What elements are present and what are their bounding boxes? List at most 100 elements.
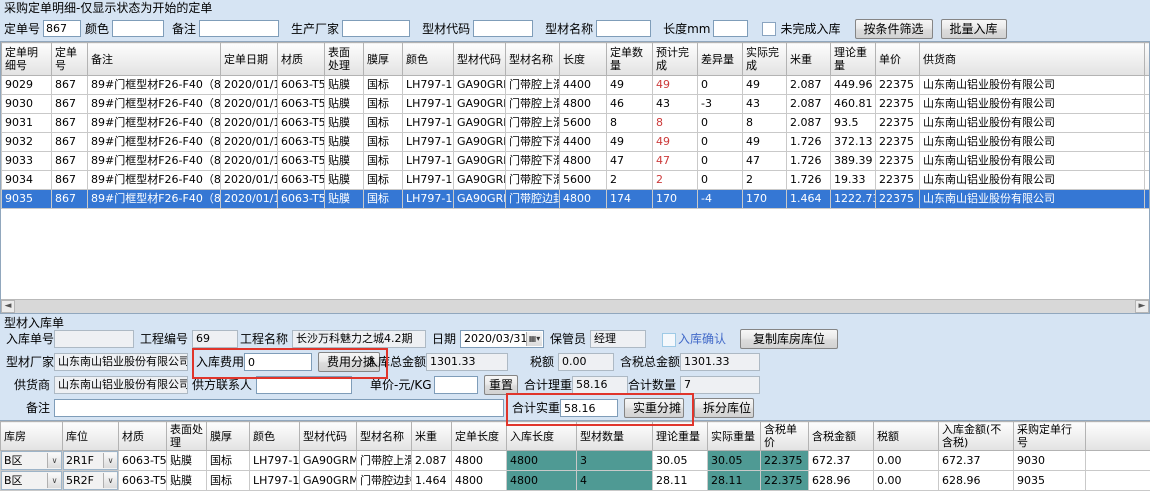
order-cell: 174 [606,189,653,209]
order-row[interactable]: 903186789#门框型材F26-F40（866+867）2020/01/13… [1,113,1149,133]
scroll-left-button[interactable]: ◄ [1,300,15,313]
inbound-row[interactable]: B区∨5R2F∨6063-T5贴膜国标LH797-1LL0GA90GRM05门带… [0,470,1150,491]
column-header[interactable]: 定单日期 [220,42,278,76]
column-header[interactable]: 材质 [118,421,167,451]
column-header[interactable]: 含税金额 [808,421,874,451]
inbound-cell: 30.05 [707,450,761,471]
order-row[interactable]: 903086789#门框型材F26-F40（866+867）2020/01/13… [1,94,1149,114]
fee-allocate-button[interactable]: 费用分摊 [318,352,380,372]
order-cell: 170 [742,189,787,209]
inbound-cell: 3 [576,450,653,471]
column-header[interactable]: 库房 [0,421,63,451]
order-cell: 2020/01/13 [220,170,278,190]
horizontal-scrollbar[interactable]: ◄ ► [1,299,1149,313]
column-header[interactable]: 定单数量 [606,42,653,76]
column-header[interactable]: 预计完成 [652,42,698,76]
actual-weight-allocate-button[interactable]: 实重分摊 [624,398,684,418]
column-header[interactable]: 型材代码 [299,421,357,451]
column-header[interactable]: 备注 [87,42,221,76]
column-header[interactable]: 表面处理 [166,421,207,451]
column-header[interactable]: 膜厚 [363,42,403,76]
column-header[interactable]: 米重 [786,42,831,76]
fee-input[interactable] [244,353,312,371]
column-header[interactable]: 入库金额(不含税) [938,421,1014,451]
column-header[interactable]: 表面处理 [324,42,364,76]
column-header[interactable]: 单价 [875,42,920,76]
order-row[interactable]: 903486789#门框型材F26-F40（866+867）2020/01/13… [1,170,1149,190]
split-location-button[interactable]: 拆分库位 [694,398,754,418]
combobox-dropdown-arrow-icon[interactable]: ∨ [47,453,61,468]
column-header[interactable]: 米重 [411,421,452,451]
color-input[interactable] [112,20,165,37]
column-header[interactable]: 型材代码 [453,42,506,76]
remark-input[interactable] [199,20,280,37]
total-actual-input[interactable] [560,399,618,417]
column-header[interactable]: 型材名称 [356,421,412,451]
order-row[interactable]: 903286789#门框型材F26-F40（866+867）2020/01/13… [1,132,1149,152]
column-header[interactable] [1144,42,1149,76]
column-header[interactable]: 实际完成 [742,42,787,76]
copy-warehouse-button[interactable]: 复制库房库位 [740,329,838,349]
column-header[interactable]: 定单明细号 [1,42,52,76]
column-header[interactable]: 库位 [62,421,119,451]
order-cell: 1.726 [786,170,831,190]
column-header[interactable] [1085,421,1150,451]
combobox-dropdown-arrow-icon[interactable]: ∨ [103,453,117,468]
inbound-row[interactable]: B区∨2R1F∨6063-T5贴膜国标LH797-1LL0GA90GRM03门带… [0,450,1150,471]
date-picker[interactable]: 2020/03/31 ▦▾ [460,330,544,348]
column-header[interactable]: 实际重量 [707,421,761,451]
order-cell: 国标 [363,132,403,152]
profile-code-input[interactable] [473,20,534,37]
column-header[interactable]: 材质 [277,42,325,76]
inbound-cell: 门带腔上滑 [356,450,412,471]
column-header[interactable]: 采购定单行号 [1013,421,1086,451]
combobox-dropdown-arrow-icon[interactable]: ∨ [47,473,61,488]
location-combobox[interactable]: 5R2F ∨ [63,471,118,490]
column-header[interactable]: 税额 [873,421,939,451]
maker-input[interactable] [342,20,411,37]
calendar-dropdown-icon[interactable]: ▦▾ [526,332,542,346]
filter-by-condition-button[interactable]: 按条件筛选 [854,18,933,39]
scroll-right-button[interactable]: ► [1135,300,1149,313]
inbound-cell: 4800 [451,470,507,491]
inbound-confirm-checkbox[interactable] [662,333,676,347]
column-header[interactable]: 长度 [559,42,607,76]
keeper-field: 经理 [590,330,646,348]
location-combobox[interactable]: 2R1F ∨ [63,451,118,470]
reset-button[interactable]: 重置 [484,375,518,395]
column-header[interactable]: 供货商 [919,42,1145,76]
column-header[interactable]: 颜色 [402,42,454,76]
order-row[interactable]: 903386789#门框型材F26-F40（866+867）2020/01/13… [1,151,1149,171]
order-cell [1144,113,1149,133]
column-header[interactable]: 型材名称 [505,42,560,76]
tax-label: 税额 [529,355,554,369]
column-header[interactable]: 理论重量 [652,421,708,451]
column-header[interactable]: 颜色 [249,421,300,451]
order-row[interactable]: 903586789#门框型材F26-F40（866+867）2020/01/13… [1,189,1149,209]
order-no-input[interactable] [43,20,82,37]
profile-name-input[interactable] [596,20,652,37]
unfinished-checkbox[interactable] [762,21,777,36]
warehouse-combobox[interactable]: B区 ∨ [1,451,62,470]
combobox-dropdown-arrow-icon[interactable]: ∨ [103,473,117,488]
remark-form-input[interactable] [54,399,504,417]
column-header[interactable]: 膜厚 [206,421,250,451]
column-header[interactable]: 差异量 [697,42,743,76]
order-cell: 贴膜 [324,151,364,171]
order-cell: 山东南山铝业股份有限公司 [919,113,1145,133]
order-cell: GA90GRM04 [453,151,506,171]
length-input[interactable] [713,20,749,37]
order-cell: 89#门框型材F26-F40（866+867） [87,75,221,95]
supplier-contact-input[interactable] [256,376,352,394]
warehouse-combobox[interactable]: B区 ∨ [1,471,62,490]
column-header[interactable]: 含税单价 [760,421,809,451]
unit-price-input[interactable] [434,376,478,394]
column-header[interactable]: 理论重量 [830,42,876,76]
column-header[interactable]: 定单号 [51,42,88,76]
column-header[interactable]: 入库长度 [506,421,577,451]
batch-inbound-button[interactable]: 批量入库 [940,18,1007,39]
column-header[interactable]: 定单长度 [451,421,507,451]
column-header[interactable]: 型材数量 [576,421,653,451]
project-name-label: 工程名称 [240,332,289,346]
order-row[interactable]: 902986789#门框型材F26-F40（866+867）2020/01/13… [1,75,1149,95]
